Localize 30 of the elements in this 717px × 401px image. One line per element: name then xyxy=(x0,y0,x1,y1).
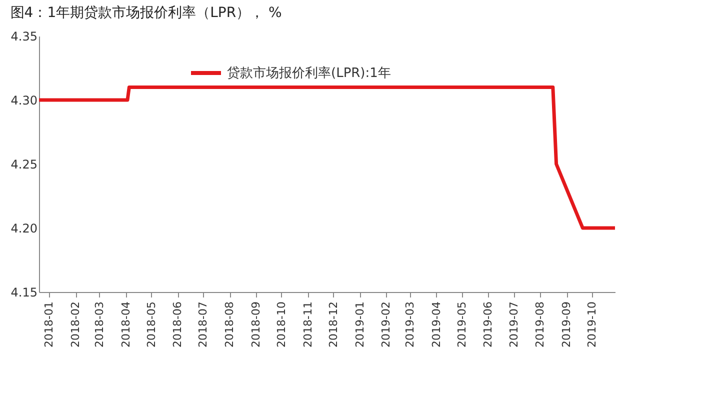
x-tick-label: 2019-02 xyxy=(380,302,393,348)
x-tick-label: 2019-03 xyxy=(403,302,416,348)
x-tick-label: 2019-06 xyxy=(482,302,495,348)
x-tick-label: 2018-09 xyxy=(249,302,262,348)
x-tick-label: 2018-08 xyxy=(223,302,236,348)
x-tick-label: 2019-10 xyxy=(586,302,599,348)
x-tick-label: 2019-05 xyxy=(455,302,468,348)
y-tick-label: 4.25 xyxy=(10,158,38,172)
y-tick-label: 4.20 xyxy=(10,222,38,236)
x-tick-label: 2018-12 xyxy=(326,302,340,348)
x-tick-label: 2018-01 xyxy=(42,302,56,348)
x-tick-label: 2019-09 xyxy=(560,302,574,348)
y-tick-label: 4.15 xyxy=(10,286,38,300)
x-tick-label: 2018-07 xyxy=(196,302,210,348)
x-tick-label: 2018-10 xyxy=(274,302,288,348)
chart-title: 图4：1年期贷款市场报价利率（LPR）， % xyxy=(10,5,282,21)
x-tick-label: 2018-05 xyxy=(144,302,158,348)
y-tick-label: 4.35 xyxy=(10,30,38,44)
x-tick-label: 2018-04 xyxy=(119,302,132,348)
y-tick-label: 4.30 xyxy=(10,94,38,108)
x-tick-label: 2019-07 xyxy=(507,302,520,348)
x-tick-label: 2018-06 xyxy=(171,302,184,348)
x-tick-label: 2018-03 xyxy=(92,302,106,348)
x-tick-label: 2018-11 xyxy=(301,302,314,348)
legend-label: 贷款市场报价利率(LPR):1年 xyxy=(227,65,391,81)
x-tick-label: 2018-02 xyxy=(69,302,82,348)
x-tick-label: 2019-01 xyxy=(353,302,366,348)
line-series xyxy=(37,85,617,230)
x-tick-label: 2019-08 xyxy=(534,302,547,348)
x-tick-label: 2019-04 xyxy=(430,302,443,348)
